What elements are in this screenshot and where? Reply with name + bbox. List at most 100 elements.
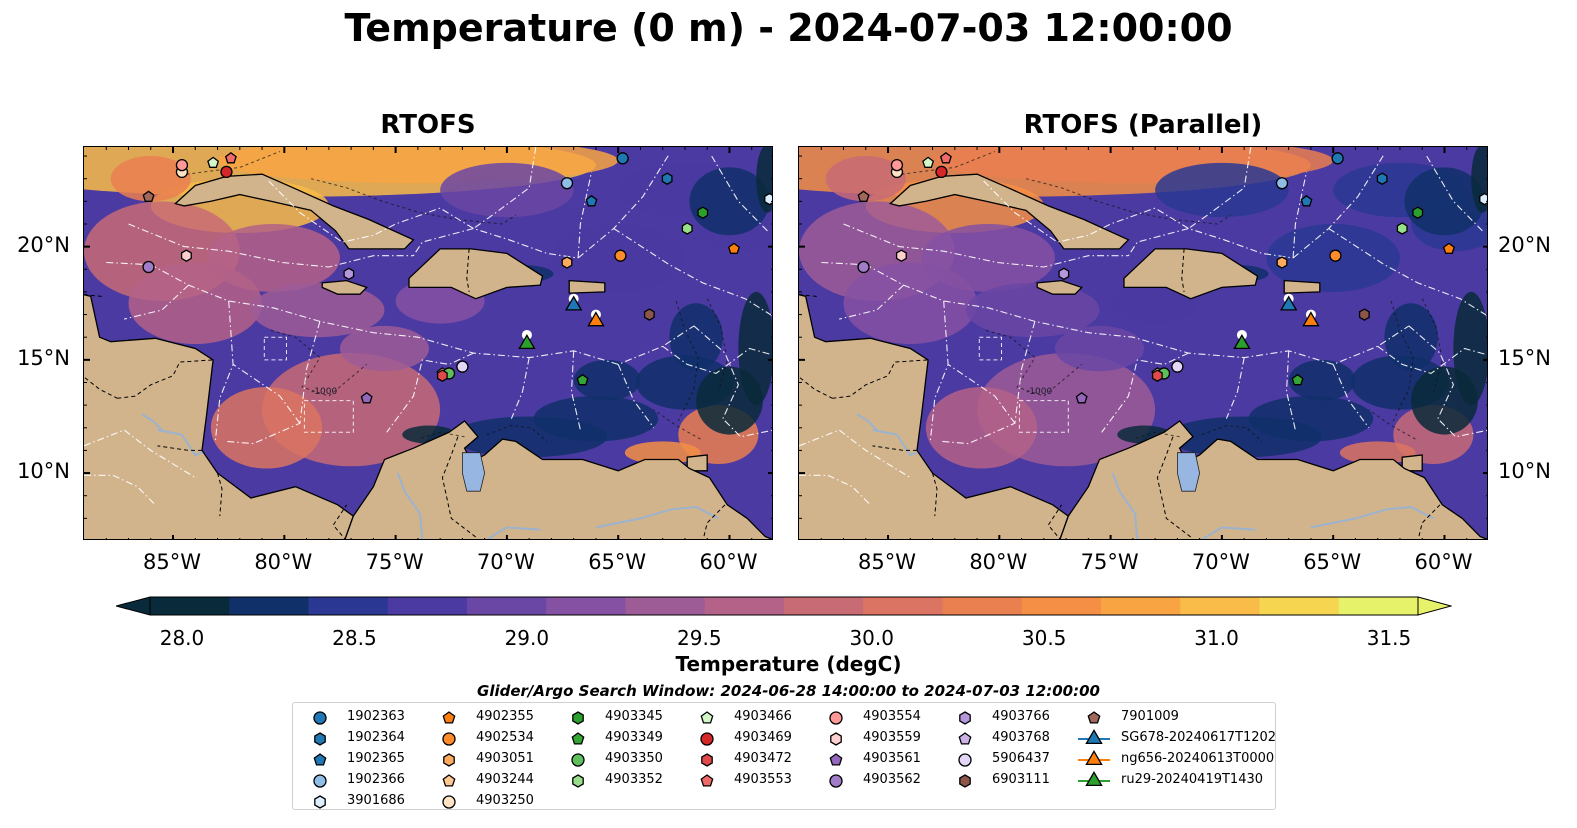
legend-marker-hexagon[interactable]: [830, 731, 842, 746]
marker-4902534[interactable]: [1329, 249, 1342, 262]
marker-4903553[interactable]: [224, 151, 237, 164]
legend-item-4903350[interactable]: 4903350: [561, 748, 663, 769]
marker-5906437[interactable]: [456, 360, 469, 373]
map-panel-rtofs-parallel[interactable]: -1000: [798, 146, 1488, 540]
marker-4902355[interactable]: [727, 242, 740, 254]
map-panel-rtofs[interactable]: -1000: [83, 146, 773, 540]
legend-item-4903466[interactable]: 4903466: [690, 706, 792, 727]
legend-marker-pentagon[interactable]: [700, 710, 714, 724]
marker-ng656-20240613T0000[interactable]: [587, 311, 605, 327]
legend-marker-triangle[interactable]: [1085, 770, 1103, 786]
marker-6903111[interactable]: [1358, 308, 1370, 321]
legend-item-4903345[interactable]: 4903345: [561, 706, 663, 727]
legend-item-1902366[interactable]: 1902366: [303, 769, 405, 790]
marker-4903554[interactable]: [890, 158, 904, 172]
marker-4902534[interactable]: [614, 249, 627, 262]
marker-6903111[interactable]: [643, 308, 655, 321]
legend-item-4903250[interactable]: 4903250: [432, 790, 534, 811]
marker-4903349[interactable]: [1291, 373, 1304, 386]
legend-item-4903051[interactable]: 4903051: [432, 748, 534, 769]
legend-marker-circle[interactable]: [571, 752, 585, 767]
marker-1902363[interactable]: [616, 152, 629, 165]
marker-4903051[interactable]: [1276, 256, 1288, 269]
legend-marker-pentagon[interactable]: [958, 731, 972, 745]
legend-item-1902363[interactable]: 1902363: [303, 706, 405, 727]
legend-marker-pentagon[interactable]: [700, 773, 714, 787]
legend-item-4902355[interactable]: 4902355: [432, 706, 534, 727]
legend-item-4903349[interactable]: 4903349: [561, 727, 663, 748]
legend-marker-hexagon[interactable]: [572, 710, 584, 725]
marker-4903345[interactable]: [1412, 206, 1424, 219]
marker-7901009[interactable]: [142, 190, 155, 202]
marker-4903553[interactable]: [939, 151, 952, 164]
marker-1902364[interactable]: [661, 172, 673, 185]
marker-1902365[interactable]: [1300, 194, 1313, 207]
marker-4903466[interactable]: [207, 156, 220, 168]
legend-marker-circle[interactable]: [442, 794, 456, 809]
marker-4903562[interactable]: [142, 260, 155, 274]
marker-4903559[interactable]: [895, 249, 907, 262]
marker-4903352[interactable]: [1396, 222, 1408, 235]
marker-4903554[interactable]: [175, 158, 189, 172]
legend-item-SG678-20240617T1202[interactable]: SG678-20240617T1202: [1077, 727, 1276, 748]
legend-marker-circle[interactable]: [442, 731, 456, 746]
marker-4903561[interactable]: [360, 391, 373, 404]
legend-item-4903554[interactable]: 4903554: [819, 706, 921, 727]
legend-item-3901686[interactable]: 3901686: [303, 790, 405, 811]
legend-item-7901009[interactable]: 7901009: [1077, 706, 1276, 727]
marker-5906437[interactable]: [1171, 360, 1184, 373]
legend-marker-circle[interactable]: [313, 710, 327, 725]
marker-1902365[interactable]: [585, 194, 598, 207]
legend-item-ng656-20240613T0000[interactable]: ng656-20240613T0000: [1077, 748, 1276, 769]
legend-marker-pentagon[interactable]: [313, 752, 327, 766]
marker-3901686[interactable]: [1479, 192, 1488, 206]
legend-item-4903766[interactable]: 4903766: [948, 706, 1050, 727]
marker-ng656-20240613T0000[interactable]: [1302, 311, 1320, 327]
legend-marker-triangle[interactable]: [1085, 749, 1103, 765]
legend-marker-hexagon[interactable]: [314, 731, 326, 746]
marker-4903469[interactable]: [935, 165, 948, 179]
legend-marker-hexagon[interactable]: [701, 752, 713, 767]
legend-marker-pentagon[interactable]: [829, 752, 843, 766]
marker-4903766[interactable]: [1058, 267, 1070, 281]
legend-item-1902365[interactable]: 1902365: [303, 748, 405, 769]
marker-4903559[interactable]: [180, 249, 192, 262]
legend-item-4903559[interactable]: 4903559: [819, 727, 921, 748]
marker-3901686[interactable]: [764, 192, 773, 206]
marker-ru29-20240419T1430[interactable]: [1233, 333, 1251, 350]
marker-SG678-20240617T1202[interactable]: [564, 295, 583, 311]
legend-item-1902364[interactable]: 1902364: [303, 727, 405, 748]
legend-marker-pentagon[interactable]: [1087, 710, 1101, 724]
legend-item-4903244[interactable]: 4903244: [432, 769, 534, 790]
marker-4903349[interactable]: [576, 373, 589, 386]
legend-marker-hexagon[interactable]: [959, 710, 971, 725]
legend-item-4902534[interactable]: 4902534: [432, 727, 534, 748]
legend-marker-circle[interactable]: [958, 752, 972, 767]
legend-item-4903469[interactable]: 4903469: [690, 727, 792, 748]
legend-marker-hexagon[interactable]: [959, 773, 971, 788]
legend-marker-circle[interactable]: [700, 731, 714, 746]
marker-4903466[interactable]: [922, 156, 935, 168]
marker-4903469[interactable]: [220, 165, 233, 179]
legend-marker-hexagon[interactable]: [443, 752, 455, 767]
legend-item-4903553[interactable]: 4903553: [690, 769, 792, 790]
marker-4903472[interactable]: [1151, 369, 1163, 382]
marker-4903345[interactable]: [697, 206, 709, 219]
legend-item-6903111[interactable]: 6903111: [948, 769, 1050, 790]
marker-4903561[interactable]: [1075, 391, 1088, 404]
marker-1902363[interactable]: [1331, 152, 1344, 165]
marker-4903352[interactable]: [681, 222, 693, 235]
legend-marker-circle[interactable]: [313, 773, 327, 788]
marker-4903051[interactable]: [561, 256, 573, 269]
marker-1902366[interactable]: [1275, 177, 1289, 190]
legend-marker-circle[interactable]: [829, 710, 843, 725]
legend-marker-pentagon[interactable]: [571, 731, 585, 745]
legend-marker-hexagon[interactable]: [572, 773, 584, 788]
marker-ru29-20240419T1430[interactable]: [518, 333, 536, 350]
legend-item-4903768[interactable]: 4903768: [948, 727, 1050, 748]
marker-SG678-20240617T1202[interactable]: [1279, 295, 1298, 311]
legend-marker-pentagon[interactable]: [442, 710, 456, 724]
legend-item-5906437[interactable]: 5906437: [948, 748, 1050, 769]
marker-1902364[interactable]: [1376, 172, 1388, 185]
legend-marker-triangle[interactable]: [1085, 728, 1103, 744]
